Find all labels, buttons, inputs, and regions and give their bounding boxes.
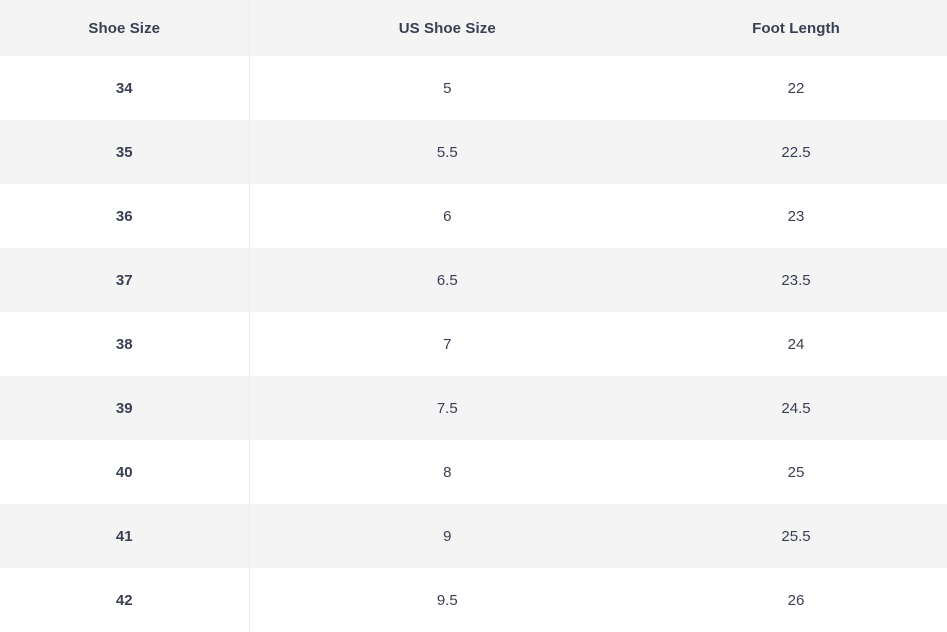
cell-foot_length: 24 [787, 335, 805, 353]
cell-foot_length: 26 [787, 591, 805, 609]
cell-shoe_size: 36 [0, 184, 250, 248]
table-row: 35 5.5 22.5 [0, 120, 947, 184]
table-row: 42 9.5 26 [0, 568, 947, 632]
cell-foot_length: 22.5 [781, 143, 811, 161]
cell-us_shoe_size: 7 [443, 335, 452, 353]
cell-foot_length: 22 [787, 79, 805, 97]
column-header-shoe-size: Shoe Size [0, 0, 250, 56]
cell-us_shoe_size: 6 [443, 207, 452, 225]
table-row: 38 7 24 [0, 312, 947, 376]
cell-us_shoe_size: 7.5 [436, 399, 458, 417]
cell-us_shoe_size: 5.5 [436, 143, 458, 161]
cell-us_shoe_size: 5 [443, 79, 452, 97]
cell-us_shoe_size: 9 [443, 527, 452, 545]
cell-foot_length: 23.5 [781, 271, 811, 289]
cell-foot_length: 23 [787, 207, 805, 225]
column-header-us-shoe-size: US Shoe Size [249, 0, 645, 56]
cell-us_shoe_size: 6.5 [436, 271, 458, 289]
cell-shoe_size: 40 [0, 440, 250, 504]
cell-foot_length: 25 [787, 463, 805, 481]
cell-shoe_size: 37 [0, 248, 250, 312]
cell-foot_length: 24.5 [781, 399, 811, 417]
cell-shoe_size: 38 [0, 312, 250, 376]
table-row: 41 9 25.5 [0, 504, 947, 568]
cell-shoe_size: 35 [0, 120, 250, 184]
cell-shoe_size: 34 [0, 56, 250, 120]
table-body: 34 5 22 35 5.5 22.5 36 6 23 37 6.5 23.5 38 7 24 39 7.5 24… [0, 56, 947, 632]
cell-shoe_size: 39 [0, 376, 250, 440]
cell-us_shoe_size: 8 [443, 463, 452, 481]
cell-foot_length: 25.5 [781, 527, 811, 545]
table-row: 40 8 25 [0, 440, 947, 504]
header-row: Shoe Size US Shoe Size Foot Length [0, 0, 947, 56]
table-header: Shoe Size US Shoe Size Foot Length [0, 0, 947, 56]
cell-shoe_size: 42 [0, 568, 250, 632]
table-row: 39 7.5 24.5 [0, 376, 947, 440]
table-row: 37 6.5 23.5 [0, 248, 947, 312]
table-row: 36 6 23 [0, 184, 947, 248]
cell-shoe_size: 41 [0, 504, 250, 568]
cell-us_shoe_size: 9.5 [436, 591, 458, 609]
table-row: 34 5 22 [0, 56, 947, 120]
column-header-foot-length: Foot Length [645, 0, 947, 56]
